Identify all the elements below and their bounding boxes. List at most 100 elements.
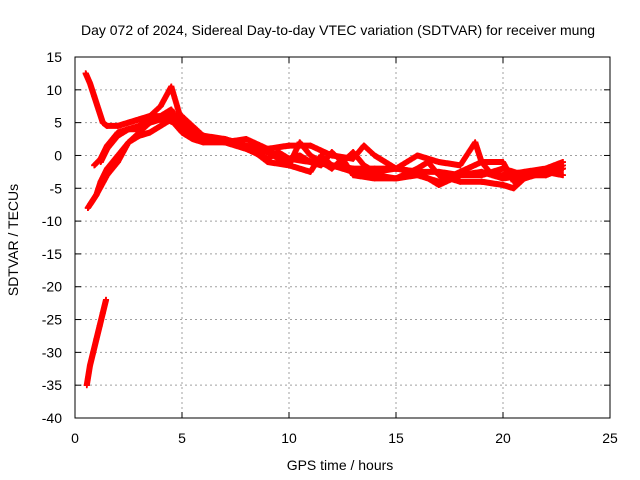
data-point bbox=[243, 136, 250, 143]
plot-border bbox=[74, 56, 611, 419]
data-point bbox=[296, 139, 303, 146]
data-point bbox=[328, 152, 335, 159]
y-axis-label: SDTVAR / TECUs bbox=[5, 184, 21, 296]
data-point bbox=[146, 129, 153, 136]
data-point bbox=[91, 162, 98, 169]
data-series bbox=[82, 70, 566, 389]
data-point bbox=[86, 362, 93, 369]
data-point bbox=[136, 116, 143, 123]
data-point bbox=[179, 119, 185, 126]
data-point bbox=[350, 165, 357, 172]
data-point bbox=[93, 336, 100, 343]
point-markers bbox=[83, 296, 110, 389]
data-point bbox=[136, 132, 143, 139]
data-point bbox=[478, 159, 485, 166]
data-point bbox=[457, 162, 464, 169]
data-point bbox=[542, 172, 549, 179]
data-point bbox=[510, 185, 517, 192]
axis-ticks: 0 5 10 15 20 25 -40 -35 -30 -25 -20 -15 -10 -5 0 5 10 15 bbox=[42, 49, 618, 446]
data-point bbox=[99, 309, 106, 316]
data-point bbox=[264, 149, 271, 156]
data-point bbox=[95, 106, 102, 113]
data-point bbox=[457, 178, 464, 185]
y-tick-label: -5 bbox=[50, 180, 63, 196]
data-point bbox=[478, 178, 485, 185]
x-tick-label: 20 bbox=[495, 430, 511, 446]
y-tick-label: -25 bbox=[42, 312, 62, 328]
data-point bbox=[393, 165, 399, 172]
data-point bbox=[500, 175, 506, 182]
series-track-f bbox=[83, 296, 110, 389]
data-point bbox=[414, 168, 421, 175]
data-point bbox=[435, 159, 442, 166]
data-point bbox=[82, 70, 89, 77]
data-point bbox=[371, 152, 378, 159]
data-point bbox=[114, 122, 121, 129]
data-point bbox=[125, 139, 132, 146]
data-point bbox=[393, 175, 399, 182]
data-point bbox=[114, 159, 121, 166]
y-tick-label: -15 bbox=[42, 246, 62, 262]
data-point bbox=[97, 155, 104, 162]
y-tick-label: 10 bbox=[46, 82, 62, 98]
data-point bbox=[435, 172, 442, 179]
data-point bbox=[559, 172, 566, 179]
data-point bbox=[200, 132, 207, 139]
x-tick-label: 25 bbox=[602, 430, 618, 446]
data-point bbox=[318, 152, 325, 159]
data-point bbox=[125, 119, 132, 126]
data-point bbox=[559, 159, 566, 166]
data-point bbox=[86, 201, 93, 208]
y-tick-label: -35 bbox=[42, 377, 62, 393]
data-point bbox=[307, 159, 314, 166]
data-point bbox=[157, 103, 164, 110]
data-point bbox=[414, 152, 421, 159]
data-point bbox=[84, 204, 91, 211]
data-point bbox=[371, 165, 378, 172]
data-point bbox=[286, 142, 292, 149]
series-track-e bbox=[86, 116, 566, 208]
data-point bbox=[521, 172, 528, 179]
data-point bbox=[264, 159, 271, 166]
data-point bbox=[435, 181, 442, 188]
data-point bbox=[168, 116, 175, 123]
data-point bbox=[96, 323, 103, 330]
data-point bbox=[500, 181, 506, 188]
data-point bbox=[307, 168, 314, 175]
data-point bbox=[125, 126, 132, 133]
data-point bbox=[86, 80, 93, 87]
x-tick-label: 10 bbox=[281, 430, 297, 446]
data-point bbox=[104, 172, 111, 179]
data-point bbox=[103, 296, 110, 303]
x-tick-label: 15 bbox=[388, 430, 404, 446]
data-point bbox=[307, 142, 314, 149]
x-axis-label: GPS time / hours bbox=[287, 457, 394, 473]
data-point bbox=[350, 172, 357, 179]
y-tick-label: 5 bbox=[54, 115, 62, 131]
y-tick-label: -30 bbox=[42, 344, 62, 360]
data-point bbox=[91, 93, 98, 100]
data-point bbox=[90, 349, 97, 356]
y-tick-label: -40 bbox=[42, 410, 62, 426]
data-point bbox=[179, 126, 185, 133]
data-point bbox=[328, 162, 335, 169]
data-point bbox=[559, 165, 566, 172]
data-point bbox=[93, 191, 100, 198]
data-point bbox=[500, 159, 506, 166]
data-point bbox=[382, 159, 389, 166]
data-point bbox=[157, 122, 164, 129]
data-point bbox=[168, 83, 175, 90]
data-point bbox=[360, 142, 367, 149]
x-tick-label: 5 bbox=[178, 430, 186, 446]
data-point bbox=[104, 142, 111, 149]
data-point bbox=[350, 155, 357, 162]
data-point bbox=[114, 129, 121, 136]
data-point bbox=[371, 175, 378, 182]
data-point bbox=[99, 119, 106, 126]
data-point bbox=[457, 172, 464, 179]
data-point bbox=[472, 139, 479, 146]
data-point bbox=[146, 119, 153, 126]
data-point bbox=[168, 106, 175, 113]
data-point bbox=[286, 162, 292, 169]
